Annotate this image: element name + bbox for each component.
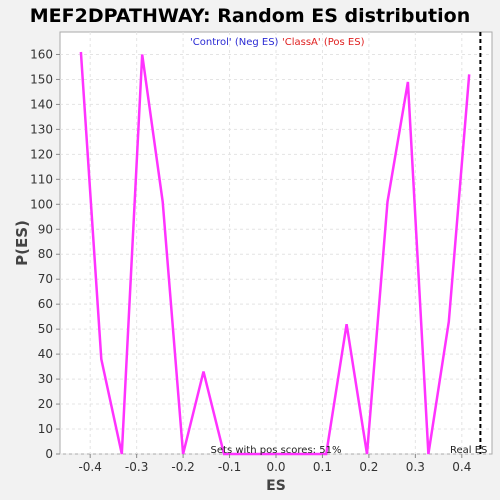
y-tick-label: 140 [30,97,53,111]
x-tick-label: 0.3 [406,460,425,474]
y-tick-label: 0 [45,447,53,461]
y-tick-label: 130 [30,122,53,136]
x-axis-ticks: -0.4 -0.3 -0.2 -0.1 0.0 0.1 0.2 0.3 0.4 [78,454,471,474]
y-tick-label: 50 [38,322,53,336]
real-es-label: Real ES [450,445,487,456]
real-es-marker: Real ES [450,32,487,456]
series-layer [79,51,471,456]
y-tick-label: 90 [38,222,53,236]
y-tick-label: 150 [30,72,53,86]
y-tick-label: 100 [30,197,53,211]
x-tick-label: -0.3 [125,460,148,474]
annotation-pos-scores: Sets with pos scores: 51% [211,445,342,456]
y-axis-ticks: 0 10 20 30 40 50 60 70 80 90 100 110 120 130 140 150 160 [30,47,60,461]
y-tick-label: 60 [38,297,53,311]
legend-entry: 'ClassA' (Pos ES) [282,37,365,48]
y-axis-label: P(ES) [13,220,31,266]
x-tick-label: -0.2 [171,460,194,474]
y-tick-label: 20 [38,397,53,411]
legend: 'Control' (Neg ES) 'ClassA' (Pos ES) [190,37,365,48]
legend-entry: 'Control' (Neg ES) [190,37,279,48]
x-tick-label: -0.1 [218,460,241,474]
y-tick-label: 160 [30,47,53,61]
x-tick-label: 0.0 [266,460,285,474]
y-tick-label: 10 [38,422,53,436]
x-tick-label: 0.1 [313,460,332,474]
chart-title: MEF2DPATHWAY: Random ES distribution [30,5,470,27]
y-tick-label: 110 [30,172,53,186]
y-tick-label: 80 [38,247,53,261]
grid-lines [60,32,492,455]
y-tick-label: 30 [38,372,53,386]
x-tick-label: 0.2 [359,460,378,474]
x-axis-label: ES [266,478,286,494]
y-tick-label: 70 [38,272,53,286]
x-tick-label: 0.4 [452,460,471,474]
x-tick-label: -0.4 [78,460,101,474]
y-tick-label: 40 [38,347,53,361]
es-distribution-line [79,51,471,456]
y-tick-label: 120 [30,147,53,161]
